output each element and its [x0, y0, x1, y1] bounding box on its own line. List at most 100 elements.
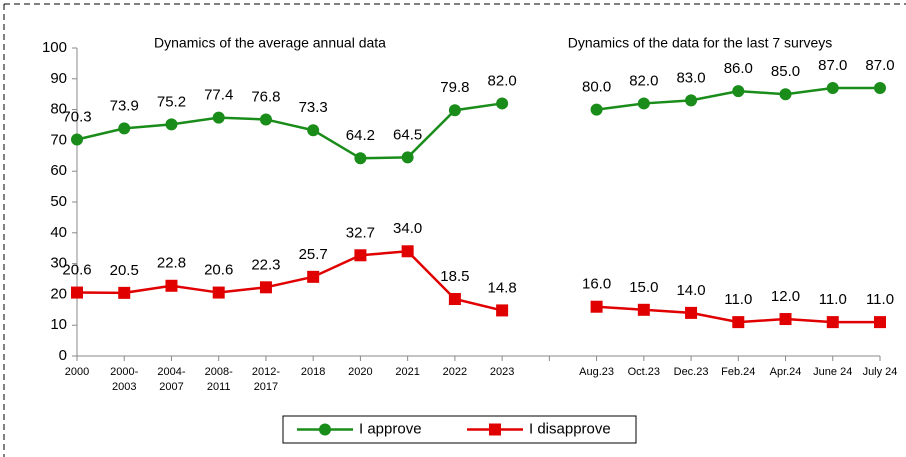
data-label: 70.3	[62, 108, 91, 125]
y-tick-label: 100	[42, 39, 67, 56]
x-tick-label-line: 2008-	[205, 366, 233, 378]
data-label: 20.6	[62, 262, 91, 279]
data-label: 82.0	[629, 72, 658, 89]
data-label: 32.7	[346, 224, 375, 241]
x-tick-label-line: 2004-	[157, 366, 185, 378]
data-label: 34.0	[393, 220, 422, 237]
x-tick-label: 2008- 2011	[205, 366, 233, 393]
data-label: 16.0	[582, 276, 611, 293]
y-tick-label: 50	[50, 193, 67, 210]
x-tick-label: 2004- 2007	[157, 366, 185, 393]
x-tick-label: 2000- 2003	[110, 366, 138, 393]
marker	[732, 85, 745, 98]
marker	[259, 113, 272, 126]
marker	[118, 286, 131, 299]
data-label: 20.5	[110, 262, 139, 279]
marker	[165, 279, 178, 292]
marker	[496, 304, 509, 317]
legend-label: I disapprove	[529, 420, 611, 437]
x-tick-label-line: 2007	[159, 381, 183, 393]
annotation: Dynamics of the average annual data	[154, 35, 386, 51]
data-label: 25.7	[299, 246, 328, 263]
data-label: 22.8	[157, 255, 186, 272]
marker	[779, 313, 792, 326]
y-tick-label: 60	[50, 162, 67, 179]
x-tick-label-line: 2000-	[110, 366, 138, 378]
data-label: 77.4	[204, 87, 233, 104]
marker	[448, 104, 461, 117]
x-tick-label: 2023	[490, 366, 514, 378]
marker	[637, 97, 650, 110]
marker	[590, 300, 603, 313]
marker	[448, 293, 461, 306]
y-tick-label: 40	[50, 224, 67, 241]
x-tick-label: 2018	[301, 366, 325, 378]
legend-symbol	[489, 423, 501, 436]
marker	[685, 94, 698, 107]
x-tick-label-line: 2003	[112, 381, 136, 393]
marker	[307, 124, 320, 137]
x-tick-label-line: 2011	[207, 381, 231, 393]
data-label: 11.0	[724, 291, 752, 308]
marker	[259, 281, 272, 294]
data-label: 76.8	[251, 88, 280, 105]
legend-label: I approve	[359, 420, 422, 437]
x-tick-label: 2021	[395, 366, 419, 378]
marker	[307, 270, 320, 283]
data-label: 86.0	[724, 60, 753, 77]
marker	[826, 82, 839, 95]
x-tick-label: Dec.23	[674, 366, 709, 378]
marker	[71, 286, 83, 299]
marker	[212, 286, 225, 299]
x-tick-label: July 24	[863, 366, 898, 378]
data-label: 82.0	[488, 72, 517, 89]
marker	[212, 111, 225, 124]
x-tick-label-line: 2017	[254, 381, 278, 393]
y-tick-label: 80	[50, 101, 67, 118]
marker	[401, 151, 414, 164]
legend-marker	[489, 423, 501, 436]
data-label: 87.0	[865, 57, 894, 74]
marker	[874, 82, 886, 95]
marker	[165, 118, 178, 131]
data-label: 11.0	[866, 291, 894, 308]
data-label: 22.3	[251, 256, 280, 273]
data-label: 12.0	[771, 288, 800, 305]
x-tick-label: Aug.23	[579, 366, 614, 378]
legend-symbol	[319, 423, 331, 436]
data-label: 14.0	[676, 282, 705, 299]
marker	[496, 97, 509, 110]
data-label: 73.9	[110, 97, 139, 114]
legend-marker	[319, 423, 331, 436]
marker	[401, 245, 414, 258]
data-label: 18.5	[440, 268, 469, 285]
series-line	[76, 86, 880, 160]
data-label: 83.0	[676, 69, 705, 86]
marker	[637, 303, 650, 316]
x-tick-label: 2000	[65, 366, 89, 378]
data-label: 20.6	[204, 262, 233, 279]
data-label: 73.3	[299, 99, 328, 116]
data-label: 85.0	[771, 63, 800, 80]
x-tick-label: June 24	[813, 366, 852, 378]
data-label: 15.0	[629, 279, 658, 296]
y-tick-label: 20	[50, 285, 67, 302]
marker	[685, 306, 698, 319]
marker	[874, 316, 886, 329]
marker	[779, 88, 792, 101]
marker	[354, 249, 367, 262]
data-label: 75.2	[157, 93, 186, 110]
marker	[590, 103, 603, 116]
x-tick-label: Apr.24	[770, 366, 802, 378]
data-label: 64.5	[393, 126, 422, 143]
data-label: 14.8	[488, 279, 517, 296]
data-label: 87.0	[818, 57, 847, 74]
y-tick-label: 10	[50, 316, 67, 333]
y-tick-label: 90	[50, 70, 67, 87]
data-label: 11.0	[819, 291, 847, 308]
y-tick-label: 0	[59, 347, 67, 364]
x-tick-label: 2012- 2017	[252, 366, 280, 393]
marker	[354, 152, 367, 165]
x-tick-label: 2022	[443, 366, 467, 378]
series-line	[76, 249, 880, 324]
